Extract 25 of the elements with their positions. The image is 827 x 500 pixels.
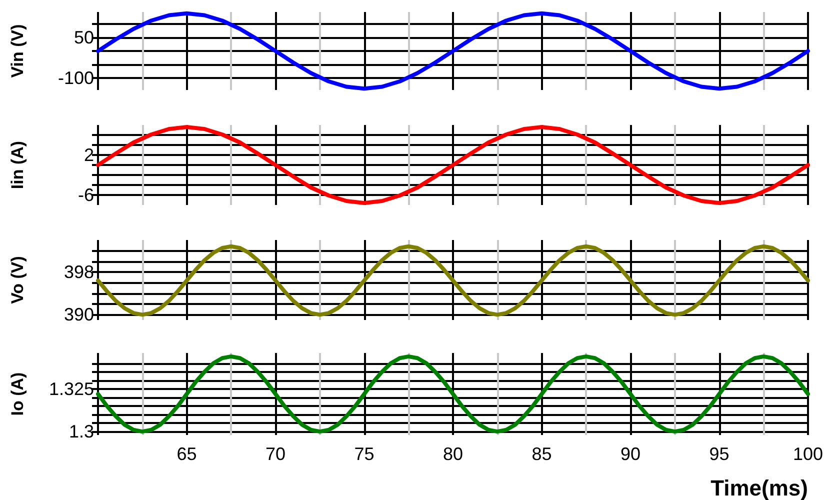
x-tick-label: 65 [176, 444, 197, 464]
y-tick-label: 390 [64, 304, 94, 325]
x-tick-label: 85 [532, 444, 552, 464]
y-tick-label: 1.325 [48, 378, 94, 399]
y-tick-label: 50 [74, 28, 94, 48]
x-tick-label: 70 [265, 444, 286, 464]
y-tick-label: 398 [64, 262, 94, 282]
line-series [96, 11, 810, 91]
line-series [96, 244, 810, 317]
x-tick-label: 75 [354, 444, 374, 464]
y-axis-title: Vin (V) [8, 24, 27, 78]
y-tick-label: -100 [58, 68, 94, 88]
y-tick-label: 2 [84, 145, 94, 165]
x-tick-label: 100 [792, 444, 824, 464]
x-tick-label: 95 [709, 444, 730, 464]
x-tick-label: 90 [620, 444, 641, 464]
y-axis-title: Iin (A) [8, 140, 27, 190]
line-series [96, 354, 810, 434]
y-axis-title: Io (A) [8, 372, 27, 416]
x-tick-label: 80 [442, 444, 464, 464]
x-axis-title: Time(ms) [710, 476, 808, 500]
y-axis-title: Vo (V) [8, 256, 27, 304]
line-series [96, 125, 810, 205]
y-tick-label: 1.3 [68, 422, 94, 442]
y-tick-label: -6 [78, 185, 94, 205]
